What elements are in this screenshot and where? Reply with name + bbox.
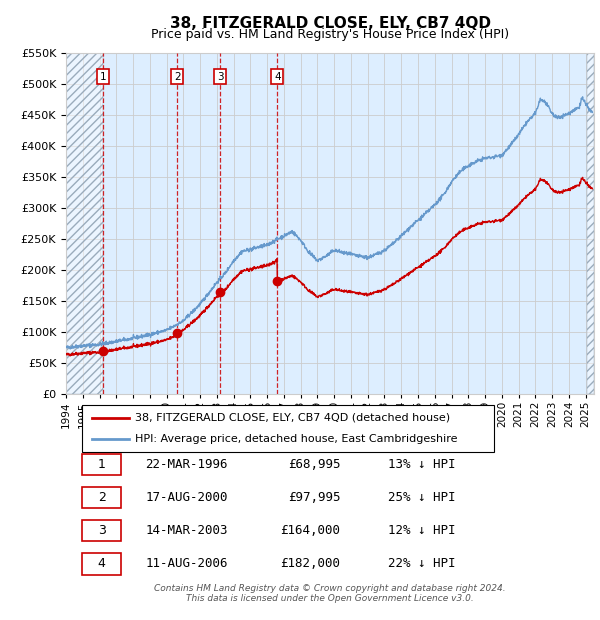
FancyBboxPatch shape xyxy=(82,553,121,575)
Text: £164,000: £164,000 xyxy=(281,525,341,538)
Text: £68,995: £68,995 xyxy=(288,458,341,471)
Text: 22-MAR-1996: 22-MAR-1996 xyxy=(145,458,228,471)
Bar xyxy=(587,53,594,394)
Text: 3: 3 xyxy=(217,71,224,82)
Text: £182,000: £182,000 xyxy=(281,557,341,570)
FancyBboxPatch shape xyxy=(82,520,121,541)
FancyBboxPatch shape xyxy=(82,405,494,452)
Text: 11-AUG-2006: 11-AUG-2006 xyxy=(145,557,228,570)
Text: 4: 4 xyxy=(274,71,281,82)
Bar xyxy=(587,53,594,394)
Text: 25% ↓ HPI: 25% ↓ HPI xyxy=(388,491,455,504)
FancyBboxPatch shape xyxy=(82,454,121,476)
Text: 2: 2 xyxy=(98,491,106,504)
Text: £97,995: £97,995 xyxy=(288,491,341,504)
Text: 1: 1 xyxy=(100,71,107,82)
Text: 38, FITZGERALD CLOSE, ELY, CB7 4QD: 38, FITZGERALD CLOSE, ELY, CB7 4QD xyxy=(170,16,491,30)
Bar xyxy=(66,53,103,394)
Text: HPI: Average price, detached house, East Cambridgeshire: HPI: Average price, detached house, East… xyxy=(134,433,457,444)
Text: 1: 1 xyxy=(98,458,106,471)
Text: 2: 2 xyxy=(174,71,181,82)
Bar xyxy=(66,53,103,394)
Text: 13% ↓ HPI: 13% ↓ HPI xyxy=(388,458,455,471)
Text: 38, FITZGERALD CLOSE, ELY, CB7 4QD (detached house): 38, FITZGERALD CLOSE, ELY, CB7 4QD (deta… xyxy=(134,413,450,423)
Text: 12% ↓ HPI: 12% ↓ HPI xyxy=(388,525,455,538)
Text: 22% ↓ HPI: 22% ↓ HPI xyxy=(388,557,455,570)
Text: 17-AUG-2000: 17-AUG-2000 xyxy=(145,491,228,504)
Text: 4: 4 xyxy=(98,557,106,570)
FancyBboxPatch shape xyxy=(82,487,121,508)
Text: 3: 3 xyxy=(98,525,106,538)
Text: 14-MAR-2003: 14-MAR-2003 xyxy=(145,525,228,538)
Text: Price paid vs. HM Land Registry's House Price Index (HPI): Price paid vs. HM Land Registry's House … xyxy=(151,28,509,41)
Text: Contains HM Land Registry data © Crown copyright and database right 2024.
This d: Contains HM Land Registry data © Crown c… xyxy=(154,584,506,603)
